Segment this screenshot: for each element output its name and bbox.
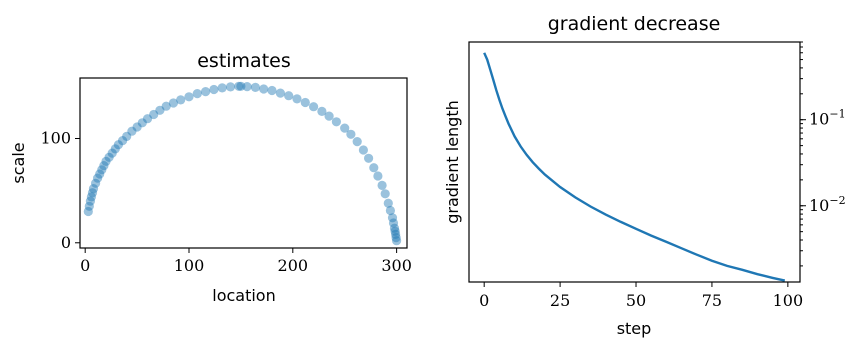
- scatter-point: [300, 97, 310, 108]
- y-tick-label: 10−1: [809, 108, 846, 129]
- scatter-point: [377, 180, 387, 190]
- scatter-point: [155, 105, 165, 115]
- scatter-point: [389, 223, 400, 233]
- scatter-points: [83, 81, 402, 246]
- scatter-point: [161, 101, 171, 111]
- scatter-point: [385, 205, 395, 216]
- scatter-point: [250, 82, 260, 92]
- y-axis: 0 100: [40, 128, 80, 252]
- scatter-point: [85, 196, 95, 206]
- scatter-point: [217, 83, 227, 93]
- scatter-point: [331, 117, 341, 127]
- scatter-point: [369, 163, 379, 173]
- scatter-point: [101, 156, 111, 166]
- scatter-point: [107, 148, 117, 158]
- x-axis-label: location: [212, 286, 275, 305]
- scatter-point: [340, 123, 350, 133]
- plot-frame: [468, 41, 801, 283]
- scatter-point: [132, 122, 142, 132]
- scatter-point: [387, 213, 398, 223]
- x-tick-label: 300: [381, 256, 412, 275]
- y-tick-label: 100: [40, 128, 71, 147]
- scatter-point: [267, 85, 277, 96]
- x-tick-label: 0: [80, 256, 90, 275]
- scatter-point: [95, 169, 105, 179]
- scatter-point: [168, 98, 178, 108]
- x-axis: 0 25 50 75 100: [479, 282, 803, 310]
- scatter-point: [259, 84, 269, 94]
- scatter-point: [209, 84, 219, 95]
- scatter-point: [242, 82, 252, 92]
- scatter-point: [118, 136, 128, 146]
- scatter-point: [225, 82, 236, 92]
- scatter-point: [236, 81, 246, 91]
- plot-frame: [79, 77, 408, 249]
- gradient-chart: gradient decrease 0 25 50 75 100 10−1 10−2 st…: [443, 13, 846, 338]
- scatter-point: [346, 129, 356, 139]
- scatter-point: [284, 91, 294, 101]
- scatter-point: [110, 144, 120, 154]
- scatter-point: [292, 94, 302, 104]
- y-tick-label: 0: [61, 233, 71, 252]
- y-axis-label: gradient length: [443, 100, 462, 223]
- scatter-point: [137, 118, 147, 128]
- scatter-point: [373, 171, 383, 181]
- x-tick-label: 50: [626, 291, 646, 310]
- x-axis-label: step: [617, 319, 652, 338]
- scatter-point: [83, 206, 93, 217]
- scatter-point: [86, 192, 96, 202]
- x-tick-label: 75: [702, 291, 722, 310]
- scatter-point: [383, 198, 393, 208]
- scatter-point: [93, 173, 103, 183]
- scatter-point: [88, 184, 99, 194]
- scatter-point: [184, 92, 194, 102]
- scatter-point: [324, 111, 334, 121]
- scatter-point: [201, 87, 211, 97]
- x-tick-label: 200: [278, 256, 309, 275]
- scatter-point: [149, 109, 159, 120]
- y-axis: 10−1 10−2: [800, 41, 846, 267]
- scatter-point: [358, 145, 368, 155]
- scatter-point: [192, 89, 202, 99]
- scatter-point: [99, 161, 109, 171]
- chart-title: estimates: [197, 50, 291, 72]
- scatter-point: [97, 165, 107, 175]
- y-tick-label: 10−2: [809, 194, 846, 215]
- scatter-point: [391, 229, 401, 239]
- scatter-point: [176, 95, 186, 105]
- estimates-chart: estimates 0 100 200 300 0 100 location scale: [9, 50, 412, 305]
- scatter-point: [84, 201, 94, 211]
- gradient-line: [483, 52, 786, 282]
- scatter-point: [234, 81, 244, 91]
- chart-title: gradient decrease: [548, 13, 721, 35]
- scatter-point: [309, 102, 319, 112]
- scatter-point: [380, 189, 390, 199]
- scatter-point: [142, 114, 153, 124]
- scatter-point: [364, 153, 374, 163]
- scatter-point: [388, 218, 399, 228]
- scatter-point: [390, 226, 400, 236]
- scatter-point: [317, 106, 327, 116]
- scatter-point: [392, 236, 402, 246]
- scatter-point: [275, 88, 285, 98]
- x-tick-label: 100: [174, 256, 205, 275]
- scatter-point: [91, 178, 101, 188]
- x-tick-label: 100: [773, 291, 804, 310]
- x-axis: 0 100 200 300: [80, 248, 412, 275]
- scatter-point: [104, 152, 114, 162]
- scatter-point: [122, 131, 132, 141]
- scatter-point: [127, 126, 137, 136]
- scatter-point: [352, 137, 362, 147]
- y-axis-label: scale: [9, 142, 28, 183]
- x-tick-label: 25: [550, 291, 570, 310]
- x-tick-label: 0: [479, 291, 489, 310]
- scatter-point: [391, 233, 401, 243]
- scatter-point: [113, 140, 123, 150]
- scatter-point: [87, 188, 98, 198]
